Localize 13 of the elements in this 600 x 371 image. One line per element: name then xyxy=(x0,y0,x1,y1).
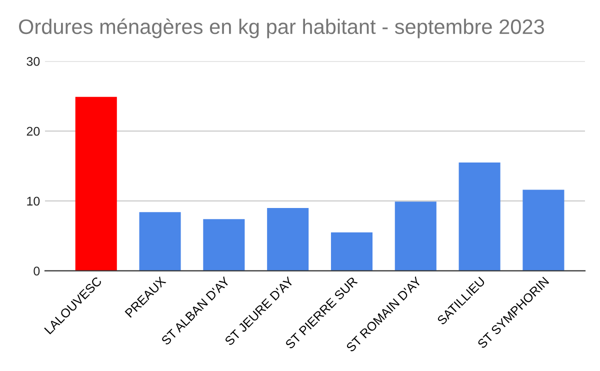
y-tick-label: 0 xyxy=(34,266,40,276)
bar xyxy=(458,162,500,271)
y-tick-label: 20 xyxy=(26,126,40,136)
bar xyxy=(139,212,181,271)
bar xyxy=(522,190,564,271)
bar xyxy=(330,232,373,271)
chart-title: Ordures ménagères en kg par habitant - septembre 2023 xyxy=(18,18,544,38)
bar xyxy=(267,208,309,271)
bar xyxy=(394,202,436,271)
bar xyxy=(203,219,245,271)
y-tick-label: 30 xyxy=(26,57,40,66)
bar xyxy=(75,96,117,271)
y-tick-label: 10 xyxy=(27,196,40,206)
